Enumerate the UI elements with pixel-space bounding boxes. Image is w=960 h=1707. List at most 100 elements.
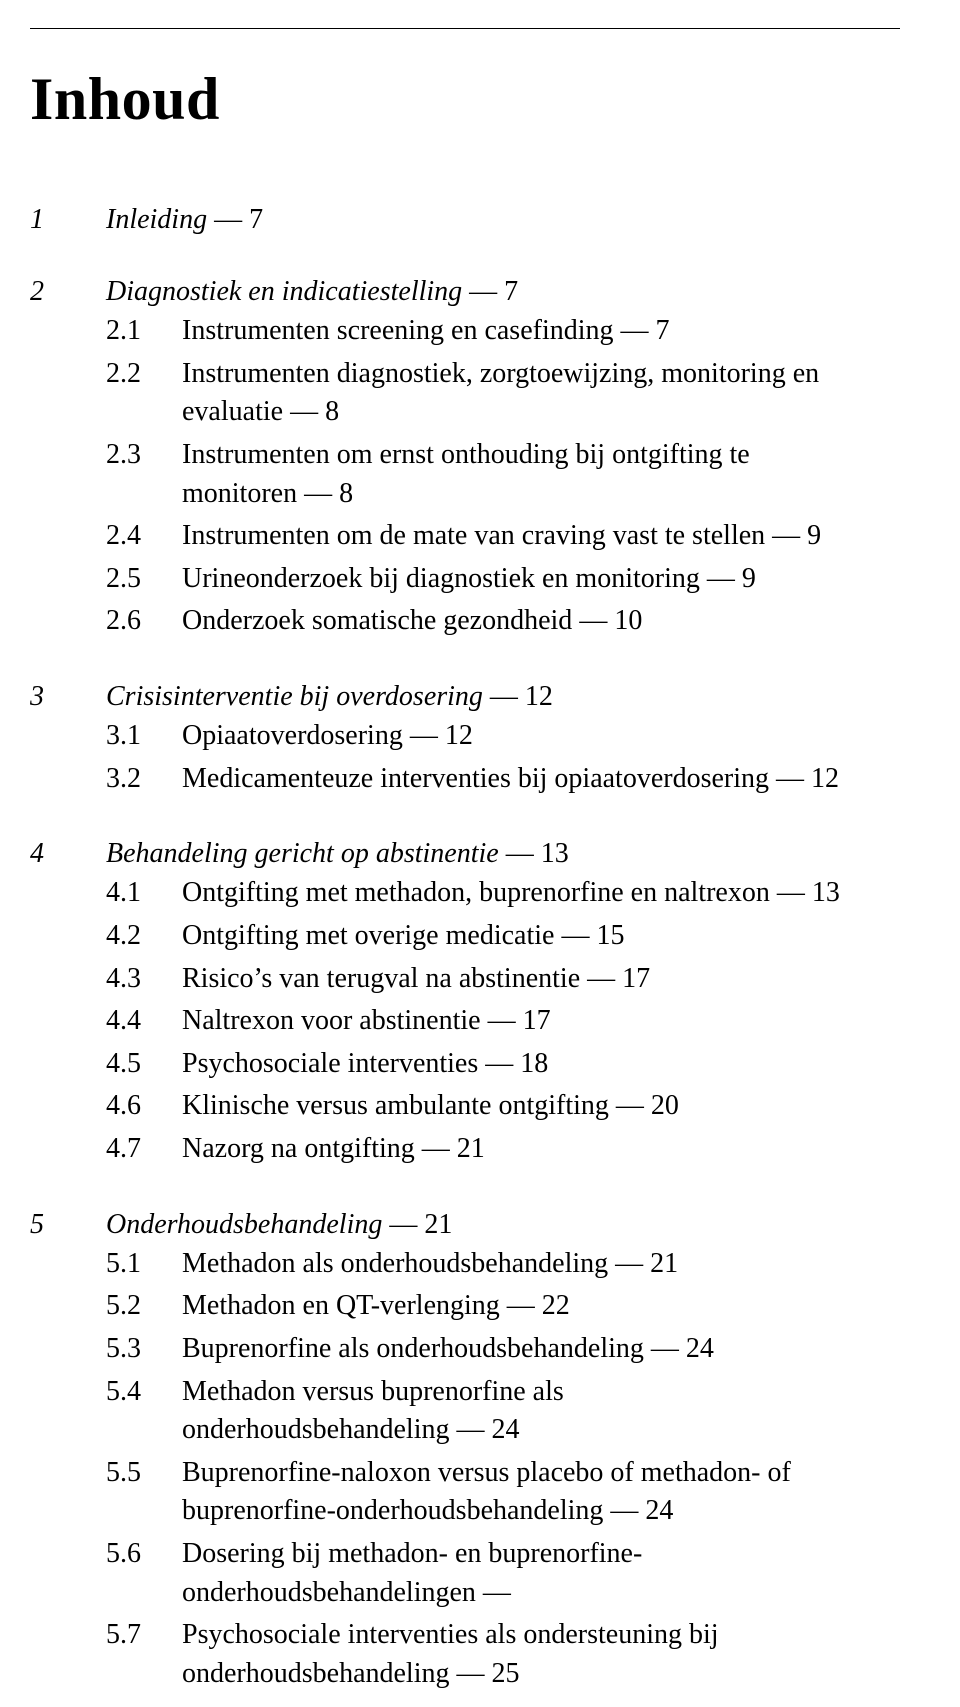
section-page: 21	[457, 1133, 485, 1164]
section-title: Instrumenten om de mate van craving vast…	[182, 520, 765, 551]
section-number: 4.6	[30, 1087, 182, 1126]
chapter-label-wrap: Diagnostiek en indicatiestelling — 7	[106, 276, 518, 308]
toc-section: 2.1Instrumenten screening en casefinding…	[30, 312, 900, 351]
chapter-page: 21	[424, 1209, 452, 1240]
section-page: 17	[622, 963, 650, 994]
toc-section: 4.6Klinische versus ambulante ontgifting…	[30, 1087, 900, 1126]
section-text: Onderzoek somatische gezondheid — 10	[182, 602, 900, 641]
chapter-number: 4	[30, 838, 106, 870]
dash-separator: —	[283, 396, 325, 427]
section-continuation: monitoren — 8	[182, 475, 900, 514]
dash-separator: —	[450, 1658, 492, 1689]
toc-chapter: 3Crisisinterventie bij overdosering — 12	[30, 681, 900, 713]
dash-separator: —	[769, 763, 811, 794]
section-title: Psychosociale interventies als ondersteu…	[182, 1619, 719, 1650]
section-continuation: onderhoudsbehandeling — 25	[182, 1655, 900, 1694]
top-rule	[30, 28, 900, 29]
section-title: Methadon versus buprenorfine als	[182, 1376, 564, 1407]
document-page: Inhoud 1Inleiding — 72Diagnostiek en ind…	[0, 0, 960, 1707]
section-title: Opiaatoverdosering	[182, 720, 403, 751]
section-continuation: onderhoudsbehandeling — 24	[182, 1411, 900, 1450]
chapter-page: 7	[249, 204, 263, 235]
section-page: 15	[596, 920, 624, 951]
chapter-number: 3	[30, 681, 106, 713]
section-number: 5.6	[30, 1535, 182, 1574]
dash-separator: —	[382, 1209, 424, 1240]
dash-separator: —	[554, 920, 596, 951]
section-page: 24	[645, 1495, 673, 1526]
section-page: 18	[520, 1048, 548, 1079]
section-title: Risico’s van terugval na abstinentie	[182, 963, 580, 994]
toc-section: 5.1Methadon als onderhoudsbehandeling — …	[30, 1245, 900, 1284]
dash-separator: —	[614, 315, 656, 346]
section-page: 22	[542, 1290, 570, 1321]
section-number: 4.7	[30, 1130, 182, 1169]
section-title: Methadon en QT-verlenging	[182, 1290, 500, 1321]
section-text: Psychosociale interventies — 18	[182, 1045, 900, 1084]
toc-section: 4.3Risico’s van terugval na abstinentie …	[30, 960, 900, 999]
section-text: Opiaatoverdosering — 12	[182, 717, 900, 756]
chapter-number: 5	[30, 1209, 106, 1241]
section-text: Buprenorfine als onderhoudsbehandeling —…	[182, 1330, 900, 1369]
section-title: Buprenorfine als onderhoudsbehandeling	[182, 1333, 644, 1364]
section-title: Instrumenten screening en casefinding	[182, 315, 614, 346]
toc-section: 3.2Medicamenteuze interventies bij opiaa…	[30, 760, 900, 799]
toc-section: 2.6Onderzoek somatische gezondheid — 10	[30, 602, 900, 641]
section-title: Onderzoek somatische gezondheid	[182, 605, 572, 636]
section-number: 5.7	[30, 1616, 182, 1655]
section-text: Methadon als onderhoudsbehandeling — 21	[182, 1245, 900, 1284]
chapter-label: Behandeling gericht op abstinentie	[106, 838, 499, 869]
dash-separator: —	[765, 520, 807, 551]
section-number: 5.2	[30, 1287, 182, 1326]
chapter-label-wrap: Inleiding — 7	[106, 204, 263, 236]
section-title: Klinische versus ambulante ontgifting	[182, 1090, 609, 1121]
section-title: Ontgifting met overige medicatie	[182, 920, 554, 951]
chapter-label: Onderhoudsbehandeling	[106, 1209, 382, 1240]
dash-separator: —	[483, 681, 525, 712]
dash-separator: —	[644, 1333, 686, 1364]
section-continuation-text: onderhoudsbehandeling	[182, 1414, 450, 1445]
toc-section: 5.7Psychosociale interventies als onders…	[30, 1616, 900, 1693]
section-text: Risico’s van terugval na abstinentie — 1…	[182, 960, 900, 999]
section-title: Methadon als onderhoudsbehandeling	[182, 1248, 608, 1279]
dash-separator: —	[770, 877, 812, 908]
section-number: 4.3	[30, 960, 182, 999]
dash-separator: —	[499, 838, 541, 869]
section-page: 10	[614, 605, 642, 636]
table-of-contents: 1Inleiding — 72Diagnostiek en indicaties…	[30, 204, 900, 1694]
section-page: 21	[650, 1248, 678, 1279]
section-text: Urineonderzoek bij diagnostiek en monito…	[182, 560, 900, 599]
toc-section: 2.5Urineonderzoek bij diagnostiek en mon…	[30, 560, 900, 599]
section-page: 25	[492, 1658, 520, 1689]
section-text: Methadon versus buprenorfine als onderhou…	[182, 1373, 900, 1450]
section-page: 24	[492, 1414, 520, 1445]
dash-separator: —	[478, 1048, 520, 1079]
toc-section: 4.2Ontgifting met overige medicatie — 15	[30, 917, 900, 956]
section-text: Psychosociale interventies als ondersteu…	[182, 1616, 900, 1693]
section-text: Medicamenteuze interventies bij opiaatov…	[182, 760, 900, 799]
dash-separator: —	[415, 1133, 457, 1164]
dash-separator: —	[608, 1248, 650, 1279]
section-title: Nazorg na ontgifting	[182, 1133, 415, 1164]
section-continuation: buprenorfine-onderhoudsbehandeling — 24	[182, 1492, 900, 1531]
section-number: 4.5	[30, 1045, 182, 1084]
dash-separator: —	[207, 204, 249, 235]
section-continuation: onderhoudsbehandelingen —	[182, 1574, 900, 1613]
section-number: 2.4	[30, 517, 182, 556]
section-page: 8	[339, 478, 353, 509]
dash-separator: —	[700, 563, 742, 594]
toc-section: 5.5Buprenorfine-naloxon versus placebo o…	[30, 1454, 900, 1531]
section-text: Instrumenten screening en casefinding — …	[182, 312, 900, 351]
dash-separator: —	[450, 1414, 492, 1445]
dash-separator: —	[603, 1495, 645, 1526]
dash-separator: —	[462, 276, 504, 307]
section-text: Ontgifting met methadon, buprenorfine en…	[182, 874, 900, 913]
section-page: 8	[325, 396, 339, 427]
toc-chapter: 2Diagnostiek en indicatiestelling — 7	[30, 276, 900, 308]
section-number: 4.4	[30, 1002, 182, 1041]
section-text: Methadon en QT-verlenging — 22	[182, 1287, 900, 1326]
section-page: 12	[811, 763, 839, 794]
section-title: Ontgifting met methadon, buprenorfine en…	[182, 877, 770, 908]
dash-separator: —	[403, 720, 445, 751]
section-number: 2.3	[30, 436, 182, 475]
